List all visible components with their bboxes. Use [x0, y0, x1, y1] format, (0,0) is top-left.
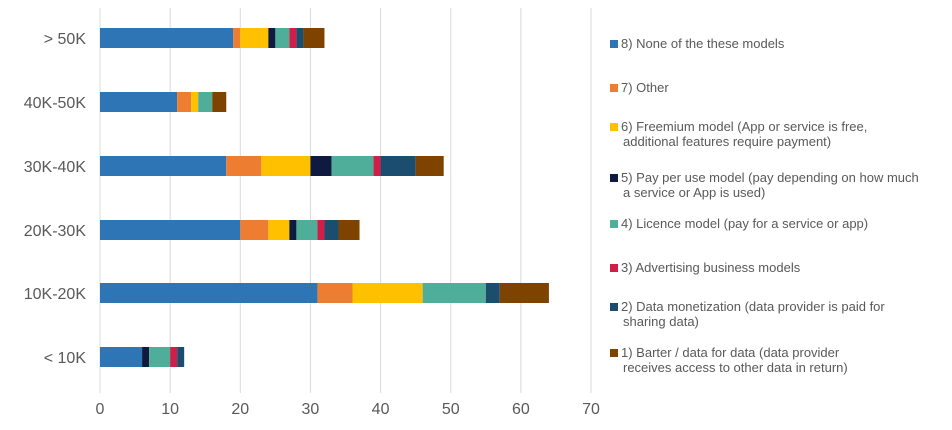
x-tick-label: 60 — [512, 401, 530, 418]
legend-label: 1) Barter / data for data (data provider… — [621, 345, 848, 375]
bar-segment — [100, 28, 234, 48]
y-category-label: 40K-50K — [24, 95, 87, 112]
y-category-label: 30K-40K — [24, 159, 87, 176]
y-category-label: 10K-20K — [24, 286, 87, 303]
bar-segment — [100, 156, 227, 176]
legend-swatch — [610, 349, 618, 357]
legend-label-line: 6) Freemium model (App or service is fre… — [621, 119, 867, 134]
legend-label-line: a service or App is used) — [623, 185, 765, 200]
bar-segment — [100, 92, 178, 112]
legend: 8) None of the these models 7) Other 6) Fr… — [610, 36, 919, 375]
bar-segment — [289, 28, 297, 48]
bar-segment — [100, 283, 318, 303]
bar-segment — [268, 220, 290, 240]
legend-label-line: 1) Barter / data for data (data provider — [621, 345, 840, 360]
bar-segment — [324, 220, 339, 240]
legend-label-line: receives access to other data in return) — [623, 360, 848, 375]
bar-segment — [177, 347, 185, 367]
bar-segment — [261, 156, 311, 176]
x-tick-label: 0 — [96, 401, 105, 418]
legend-label-line: sharing data) — [623, 314, 699, 329]
bar-segment — [303, 28, 325, 48]
bar-segment — [177, 92, 192, 112]
legend-swatch — [610, 220, 618, 228]
legend-swatch — [610, 264, 618, 272]
x-tick-label: 20 — [231, 401, 249, 418]
legend-swatch — [610, 84, 618, 92]
bar-segment — [275, 28, 290, 48]
bar-segment — [191, 92, 199, 112]
bar-segment — [499, 283, 549, 303]
x-tick-label: 50 — [442, 401, 460, 418]
legend-swatch — [610, 123, 618, 131]
bar-segment — [233, 28, 241, 48]
bar-segment — [226, 156, 262, 176]
bar-segment — [296, 28, 304, 48]
bar-segment — [100, 347, 143, 367]
bar-segment — [289, 220, 297, 240]
bar-stacks — [100, 28, 549, 367]
bar-segment — [317, 283, 353, 303]
bar-segment — [296, 220, 318, 240]
x-tick-label: 70 — [582, 401, 600, 418]
bar-segment — [149, 347, 171, 367]
bar-segment — [212, 92, 227, 112]
legend-swatch — [610, 303, 618, 311]
legend-label: 5) Pay per use model (pay depending on h… — [621, 170, 919, 200]
legend-swatch — [610, 40, 618, 48]
legend-label-line: 7) Other — [621, 80, 669, 95]
grid-lines — [99, 8, 592, 393]
legend-label-line: additional features require payment) — [623, 134, 831, 149]
legend-label: 6) Freemium model (App or service is fre… — [621, 119, 867, 149]
x-tick-label: 40 — [372, 401, 390, 418]
legend-label: 3) Advertising business models — [621, 260, 801, 275]
legend-label: 4) Licence model (pay for a service or a… — [621, 216, 868, 231]
legend-label: 7) Other — [621, 80, 669, 95]
x-tick-label: 30 — [302, 401, 320, 418]
bar-segment — [170, 347, 178, 367]
bar-segment — [415, 156, 444, 176]
bar-segment — [240, 220, 269, 240]
y-category-label: < 10K — [44, 350, 87, 367]
legend-label: 8) None of the these models — [621, 36, 785, 51]
y-category-label: > 50K — [44, 31, 87, 48]
y-category-label: 20K-30K — [24, 223, 87, 240]
x-tick-label: 10 — [161, 401, 179, 418]
bar-segment — [352, 283, 423, 303]
legend-swatch — [610, 174, 618, 182]
bar-segment — [338, 220, 360, 240]
bar-segment — [142, 347, 150, 367]
legend-label-line: 3) Advertising business models — [621, 260, 801, 275]
legend-label-line: 5) Pay per use model (pay depending on h… — [621, 170, 919, 185]
bar-segment — [198, 92, 213, 112]
bar-segment — [240, 28, 269, 48]
bar-segment — [380, 156, 416, 176]
bar-segment — [373, 156, 381, 176]
legend-label-line: 8) None of the these models — [621, 36, 785, 51]
bar-segment — [268, 28, 276, 48]
bar-segment — [422, 283, 486, 303]
legend-label-line: 4) Licence model (pay for a service or a… — [621, 216, 868, 231]
bar-segment — [485, 283, 500, 303]
axes: 0 10 20 30 40 50 60 70 > 50K 40K-50K 30K-40K 20K-30… — [24, 31, 600, 418]
bar-segment — [317, 220, 325, 240]
bar-segment — [310, 156, 332, 176]
bar-segment — [331, 156, 374, 176]
legend-label: 2) Data monetization (data provider is p… — [621, 299, 885, 329]
legend-label-line: 2) Data monetization (data provider is p… — [621, 299, 885, 314]
bar-segment — [100, 220, 241, 240]
